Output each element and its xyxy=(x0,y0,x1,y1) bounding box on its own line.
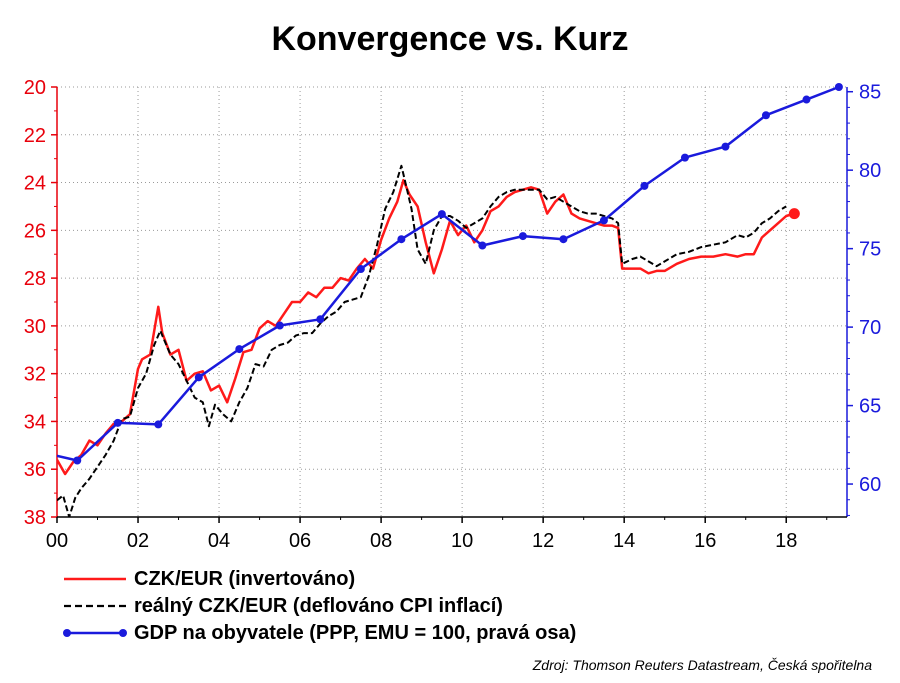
y-left-tick-label: 38 xyxy=(24,507,46,529)
series-point-gdp xyxy=(640,181,649,190)
legend-swatch-gdp xyxy=(62,626,128,640)
y-left-tick-label: 30 xyxy=(24,316,46,338)
y-left-tick-label: 28 xyxy=(24,268,46,290)
x-tick-label: 04 xyxy=(208,530,230,552)
series-end-marker xyxy=(788,208,800,220)
series-point-gdp xyxy=(194,373,203,382)
series-point-gdp xyxy=(437,210,446,219)
series-point-gdp xyxy=(834,83,843,91)
series-point-gdp xyxy=(802,95,811,104)
series-point-gdp xyxy=(680,153,689,162)
series-line-2 xyxy=(57,85,840,462)
y-left-tick-label: 36 xyxy=(24,459,46,481)
legend-item-czk-eur: CZK/EUR (invertováno) xyxy=(62,566,576,592)
legend-swatch-czk-eur xyxy=(62,572,128,586)
y-left-tick-label: 32 xyxy=(24,364,46,386)
series-point-gdp xyxy=(113,418,122,427)
series-point-gdp xyxy=(721,142,730,151)
x-tick-label: 16 xyxy=(694,530,716,552)
series-point-gdp xyxy=(559,235,568,244)
y-right-tick-label: 85 xyxy=(859,82,881,104)
y-right-tick-label: 80 xyxy=(859,160,881,182)
y-right-tick-label: 70 xyxy=(859,317,881,339)
series-point-gdp xyxy=(275,321,284,330)
series-point-gdp xyxy=(518,232,527,241)
y-left-tick-label: 26 xyxy=(24,220,46,242)
x-tick-label: 18 xyxy=(775,530,797,552)
source-note: Zdroj: Thomson Reuters Datastream, Česká… xyxy=(532,657,872,673)
y-left-tick-label: 34 xyxy=(24,411,46,433)
legend-label-czk-eur: CZK/EUR (invertováno) xyxy=(134,567,356,590)
legend-item-gdp: GDP na obyvatele (PPP, EMU = 100, pravá … xyxy=(62,620,576,646)
chart-legend: CZK/EUR (invertováno) reálný CZK/EUR (de… xyxy=(62,566,576,647)
y-left-tick-label: 20 xyxy=(24,77,46,99)
y-right-tick-label: 65 xyxy=(859,396,881,418)
x-tick-label: 14 xyxy=(613,530,635,552)
series-point-gdp xyxy=(356,265,365,274)
legend-label-gdp: GDP na obyvatele (PPP, EMU = 100, pravá … xyxy=(134,621,577,644)
x-tick-label: 12 xyxy=(532,530,554,552)
x-tick-label: 02 xyxy=(127,530,149,552)
series-point-gdp xyxy=(154,420,163,429)
x-tick-label: 06 xyxy=(289,530,311,552)
series-point-gdp xyxy=(397,235,406,244)
x-tick-label: 00 xyxy=(46,530,68,552)
chart-title: Konvergence vs. Kurz xyxy=(271,20,629,58)
series-point-gdp xyxy=(599,216,608,225)
y-left-tick-label: 22 xyxy=(24,125,46,147)
series-line-1 xyxy=(57,164,787,517)
series-point-gdp xyxy=(235,345,244,354)
y-left-tick-label: 24 xyxy=(24,173,46,195)
legend-item-real-czk-eur: reálný CZK/EUR (deflováno CPI inflací) xyxy=(62,593,576,619)
series-point-gdp xyxy=(73,456,82,465)
series-point-gdp xyxy=(316,315,325,324)
legend-swatch-real-czk-eur xyxy=(62,599,128,613)
series-line-0 xyxy=(57,178,795,476)
y-right-tick-label: 60 xyxy=(859,474,881,496)
x-tick-label: 10 xyxy=(451,530,473,552)
y-right-tick-label: 75 xyxy=(859,239,881,261)
x-tick-label: 08 xyxy=(370,530,392,552)
series-point-gdp xyxy=(761,111,770,120)
legend-label-real-czk-eur: reálný CZK/EUR (deflováno CPI inflací) xyxy=(134,594,503,617)
chart-plot: 20 22 24 26 28 30 32 34 36 38 60 65 70 75 80 85 00 02 04 06… xyxy=(24,77,882,552)
series-point-gdp xyxy=(478,241,487,250)
